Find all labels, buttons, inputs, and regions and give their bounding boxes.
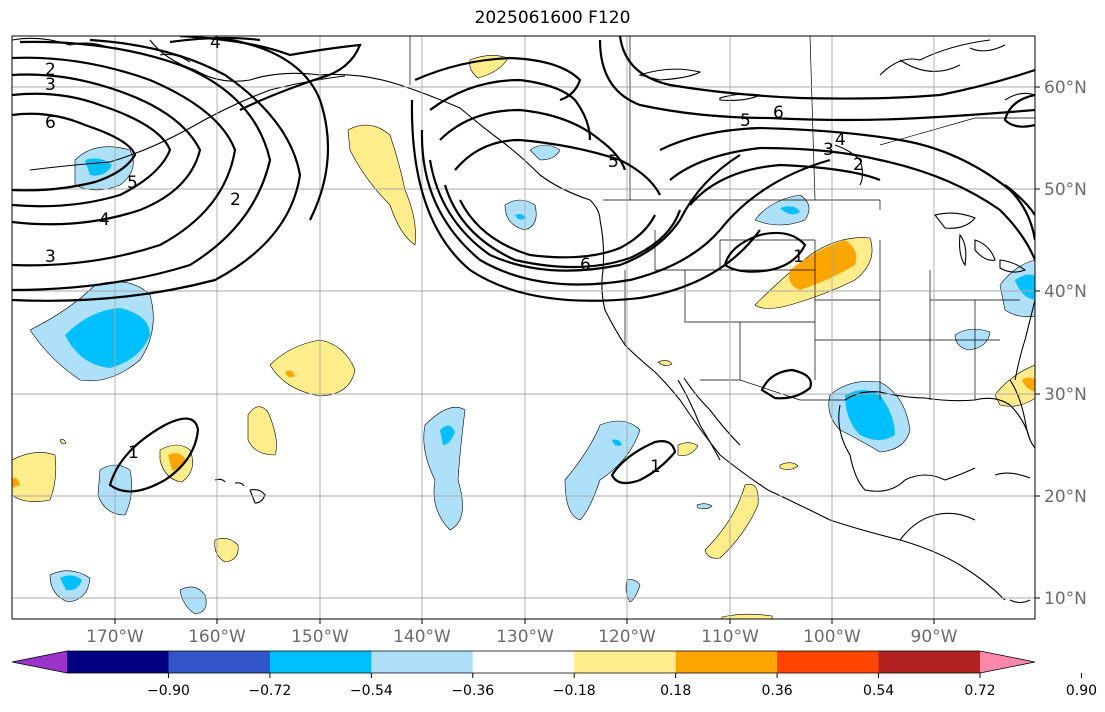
contour-label: 1 <box>793 247 804 267</box>
colorbar-extend-low <box>12 651 67 673</box>
colorbar-segment <box>168 651 271 673</box>
contour-label-group: 4 2 3 6 5 4 3 2 5 6 5 6 4 3 2 1 1 1 <box>45 33 864 477</box>
contour-label: 6 <box>45 113 56 133</box>
map-title: 2025061600 F120 <box>474 8 631 28</box>
map-frame <box>11 35 1036 620</box>
lon-tick-label: 160°W <box>188 627 246 647</box>
colorbar-outline <box>11 650 1036 674</box>
contour-label: 3 <box>823 140 834 160</box>
lon-tick-label: 120°W <box>598 627 656 647</box>
contour-label: 2 <box>45 60 56 80</box>
colorbar-tick-label: −0.36 <box>451 683 494 699</box>
lat-tick-label: 10°N <box>1044 589 1087 609</box>
lat-tick-label: 20°N <box>1044 487 1087 507</box>
lon-tick-label: 110°W <box>701 627 759 647</box>
contour-label: 6 <box>580 255 591 275</box>
lon-tick-label: 130°W <box>496 627 554 647</box>
contour-label: 5 <box>740 111 751 131</box>
colorbar-extend-high <box>980 651 1035 673</box>
colorbar-segment <box>675 651 778 673</box>
coastlines <box>12 37 1035 604</box>
colorbar-segment <box>777 651 880 673</box>
lat-tick-label: 40°N <box>1044 282 1087 302</box>
colorbar-tick-label: 0.36 <box>762 683 793 699</box>
colorbar: −0.90 −0.72 −0.54 −0.36 −0.18 0.18 0.36 0.54 0.7… <box>11 650 1097 699</box>
colorbar-tick-label: −0.18 <box>553 683 596 699</box>
colorbar-tick-label: −0.72 <box>248 683 291 699</box>
contour-label: 3 <box>45 247 56 267</box>
colorbar-tick-label: 0.90 <box>1066 683 1097 699</box>
contour-label: 1 <box>650 457 661 477</box>
latitude-axis: 60°N 50°N 40°N 30°N 20°N 10°N <box>1035 78 1087 609</box>
contour-label: 2 <box>230 190 241 210</box>
map-background <box>12 36 1035 619</box>
lat-tick-label: 30°N <box>1044 385 1087 405</box>
colorbar-tick-label: 0.18 <box>660 683 691 699</box>
colorbar-tick-label: −0.54 <box>350 683 393 699</box>
contour-label: 3 <box>45 75 56 95</box>
lat-tick-label: 50°N <box>1044 180 1087 200</box>
colorbar-tick-label: 0.72 <box>964 683 995 699</box>
colorbar-segment <box>371 651 474 673</box>
lon-tick-label: 170°W <box>86 627 144 647</box>
contour-label: 1 <box>128 443 139 463</box>
contour-label: 6 <box>773 103 784 123</box>
contour-label: 4 <box>210 33 221 53</box>
lon-tick-label: 100°W <box>803 627 861 647</box>
state-borders <box>409 36 1035 401</box>
lon-tick-label: 150°W <box>291 627 349 647</box>
colorbar-segment <box>269 651 372 673</box>
contour-lines <box>12 36 1035 493</box>
colorbar-segment <box>574 651 677 673</box>
colorbar-segment <box>67 651 169 673</box>
contour-label: 2 <box>853 155 864 175</box>
lon-tick-label: 90°W <box>911 627 958 647</box>
colorbar-tick-label: 0.54 <box>863 683 894 699</box>
longitude-axis: 170°W 160°W 150°W 140°W 130°W 120°W 110°… <box>86 619 958 647</box>
gridlines <box>12 36 1035 619</box>
lat-tick-label: 60°N <box>1044 78 1087 98</box>
contour-label: 4 <box>835 130 846 150</box>
colorbar-segment <box>472 651 575 673</box>
strong-negative-anomaly-fill <box>60 158 1035 591</box>
contour-label: 5 <box>608 152 619 172</box>
colorbar-tick-label: −0.90 <box>147 683 190 699</box>
contour-label: 4 <box>99 210 110 230</box>
contour-label: 5 <box>127 173 138 193</box>
colorbar-segment <box>878 651 981 673</box>
lon-tick-label: 140°W <box>393 627 451 647</box>
